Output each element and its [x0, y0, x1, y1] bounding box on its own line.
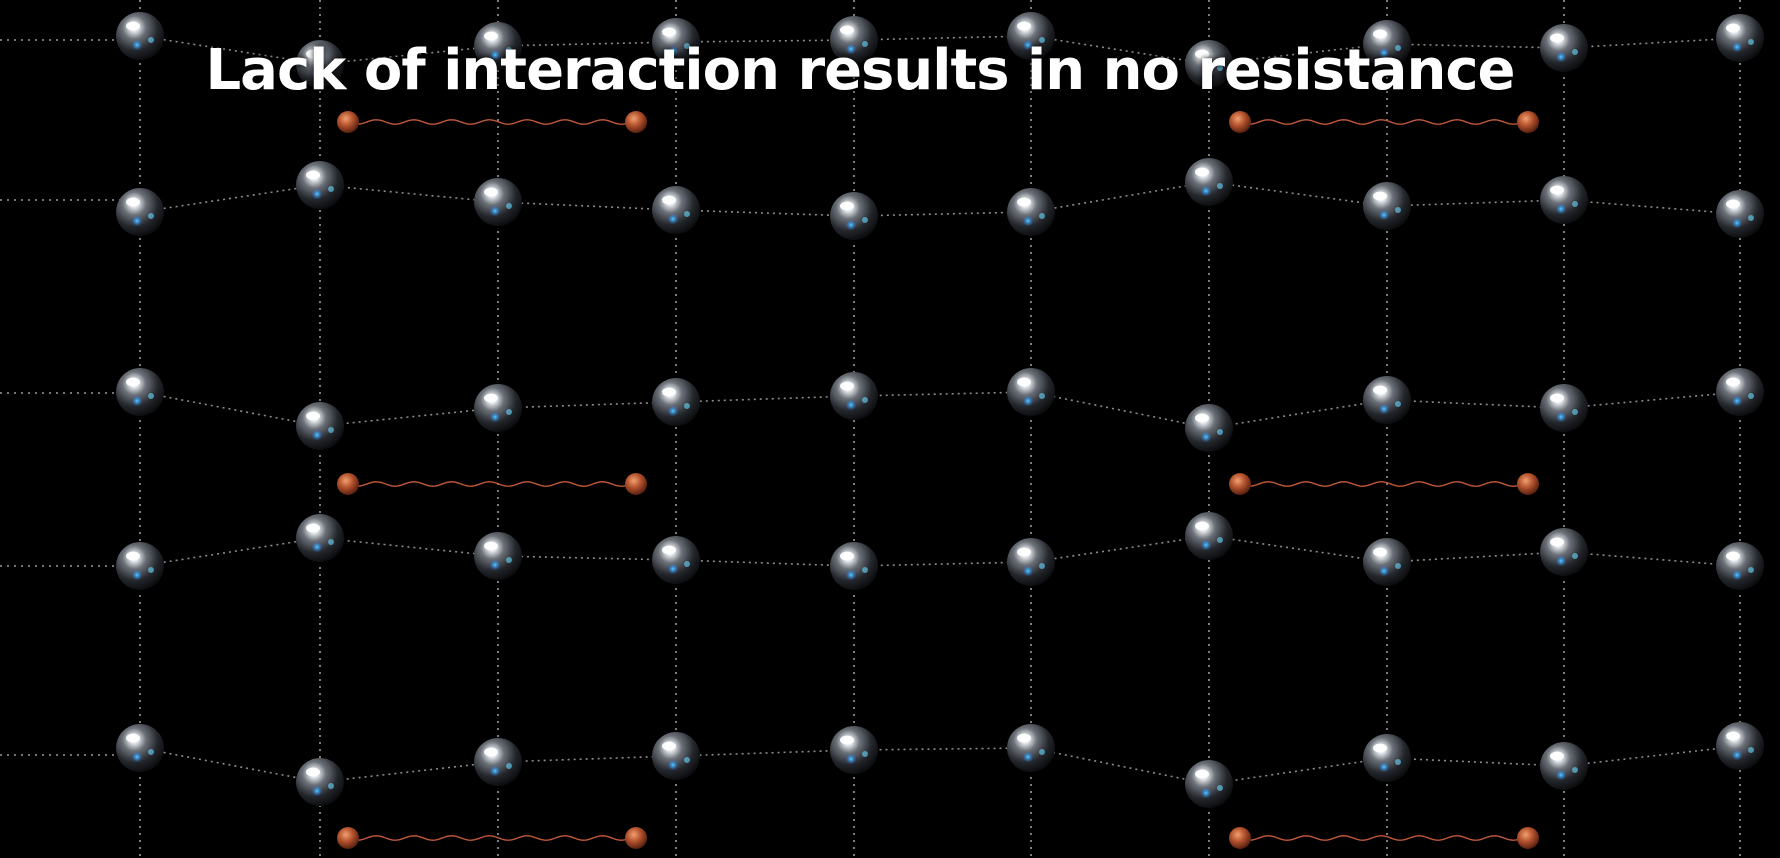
lattice-bond	[139, 535, 1741, 567]
cooper-pair-icon	[1229, 111, 1539, 133]
sphere-icon	[1540, 528, 1588, 576]
sphere-icon	[1363, 182, 1411, 230]
electron-icon	[1517, 473, 1539, 495]
sphere-icon	[830, 192, 878, 240]
sphere-icon	[474, 532, 522, 580]
phonon-wave	[347, 481, 637, 487]
lattice-grid	[0, 0, 1741, 858]
sphere-icon	[474, 738, 522, 786]
sphere-icon	[116, 368, 164, 416]
electron-icon	[337, 827, 359, 849]
sphere-icon	[1363, 734, 1411, 782]
lattice-ions	[116, 12, 1764, 808]
sphere-icon	[1185, 40, 1233, 88]
sphere-icon	[1007, 188, 1055, 236]
sphere-icon	[830, 542, 878, 590]
sphere-icon	[1540, 24, 1588, 72]
electron-icon	[625, 111, 647, 133]
phonon-wave	[347, 835, 637, 841]
sphere-icon	[1540, 384, 1588, 432]
sphere-icon	[652, 18, 700, 66]
sphere-icon	[1185, 404, 1233, 452]
sphere-icon	[1716, 368, 1764, 416]
sphere-icon	[296, 161, 344, 209]
phonon-wave	[347, 119, 637, 125]
sphere-icon	[1540, 742, 1588, 790]
sphere-icon	[474, 22, 522, 70]
lattice-bond	[139, 391, 1741, 429]
sphere-icon	[1185, 760, 1233, 808]
lattice-bond	[139, 181, 1741, 217]
cooper-pair-icon	[1229, 473, 1539, 495]
sphere-icon	[1540, 176, 1588, 224]
sphere-icon	[296, 40, 344, 88]
electron-icon	[1229, 827, 1251, 849]
sphere-icon	[652, 536, 700, 584]
sphere-icon	[1185, 158, 1233, 206]
sphere-icon	[1716, 722, 1764, 770]
cooper-pair-icon	[1229, 827, 1539, 849]
sphere-icon	[296, 758, 344, 806]
sphere-icon	[652, 186, 700, 234]
cooper-pair-icon	[337, 827, 647, 849]
sphere-icon	[1007, 724, 1055, 772]
lattice-bond	[139, 745, 1741, 785]
sphere-icon	[1716, 14, 1764, 62]
sphere-icon	[296, 514, 344, 562]
cooper-pairs	[337, 111, 1539, 849]
lattice-bond	[139, 35, 1741, 65]
sphere-icon	[1716, 190, 1764, 238]
sphere-icon	[1363, 538, 1411, 586]
sphere-icon	[116, 188, 164, 236]
sphere-icon	[1007, 538, 1055, 586]
phonon-wave	[1239, 481, 1529, 487]
electron-icon	[1229, 473, 1251, 495]
lattice-bonds	[139, 35, 1741, 785]
electron-icon	[1517, 827, 1539, 849]
sphere-icon	[474, 384, 522, 432]
cooper-pair-icon	[337, 111, 647, 133]
sphere-icon	[830, 372, 878, 420]
electron-icon	[337, 473, 359, 495]
electron-icon	[337, 111, 359, 133]
phonon-wave	[1239, 119, 1529, 125]
electron-icon	[625, 473, 647, 495]
electron-icon	[1229, 111, 1251, 133]
sphere-icon	[830, 726, 878, 774]
cooper-pair-icon	[337, 473, 647, 495]
sphere-icon	[116, 12, 164, 60]
slide-title: Lack of interaction results in no resist…	[205, 38, 1516, 103]
sphere-icon	[652, 378, 700, 426]
sphere-icon	[116, 724, 164, 772]
sphere-icon	[1007, 368, 1055, 416]
sphere-icon	[1185, 512, 1233, 560]
sphere-icon	[1363, 376, 1411, 424]
phonon-wave	[1239, 835, 1529, 841]
sphere-icon	[830, 16, 878, 64]
sphere-icon	[652, 732, 700, 780]
sphere-icon	[296, 402, 344, 450]
sphere-icon	[1363, 20, 1411, 68]
sphere-icon	[474, 178, 522, 226]
electron-icon	[625, 827, 647, 849]
sphere-icon	[116, 542, 164, 590]
sphere-icon	[1007, 12, 1055, 60]
sphere-icon	[1716, 542, 1764, 590]
electron-icon	[1517, 111, 1539, 133]
